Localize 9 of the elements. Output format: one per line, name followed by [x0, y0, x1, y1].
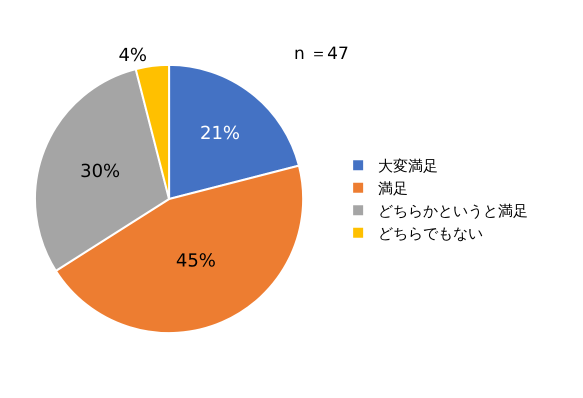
data-label: 4% [118, 45, 148, 66]
data-label: 45% [176, 250, 216, 272]
legend-label: 大変満足 [378, 157, 438, 176]
legend-label: どちらかというと満足 [378, 202, 528, 220]
legend-label: 満足 [378, 180, 408, 198]
text: n ＝47 [294, 44, 349, 64]
data-label: 30% [80, 161, 120, 182]
data-label: 21% [200, 122, 240, 144]
legend-label: どちらでもない [378, 224, 484, 243]
